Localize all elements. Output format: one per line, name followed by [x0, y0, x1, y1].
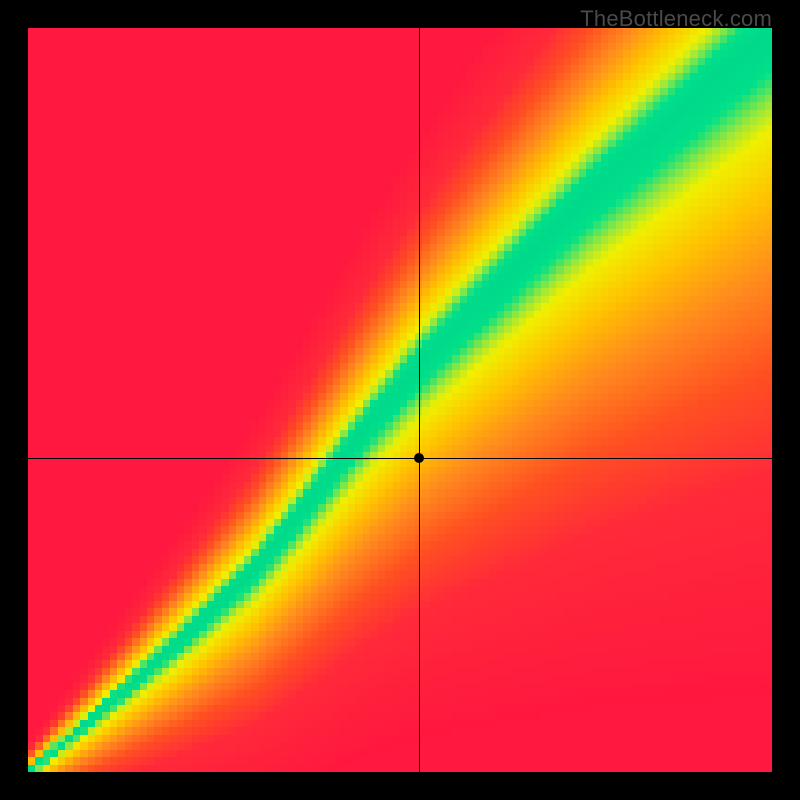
crosshair-vertical — [419, 28, 420, 772]
heatmap-canvas — [28, 28, 772, 772]
crosshair-marker — [414, 453, 424, 463]
watermark-text: TheBottleneck.com — [580, 6, 772, 32]
crosshair-horizontal — [28, 458, 772, 459]
heatmap-plot — [28, 28, 772, 772]
